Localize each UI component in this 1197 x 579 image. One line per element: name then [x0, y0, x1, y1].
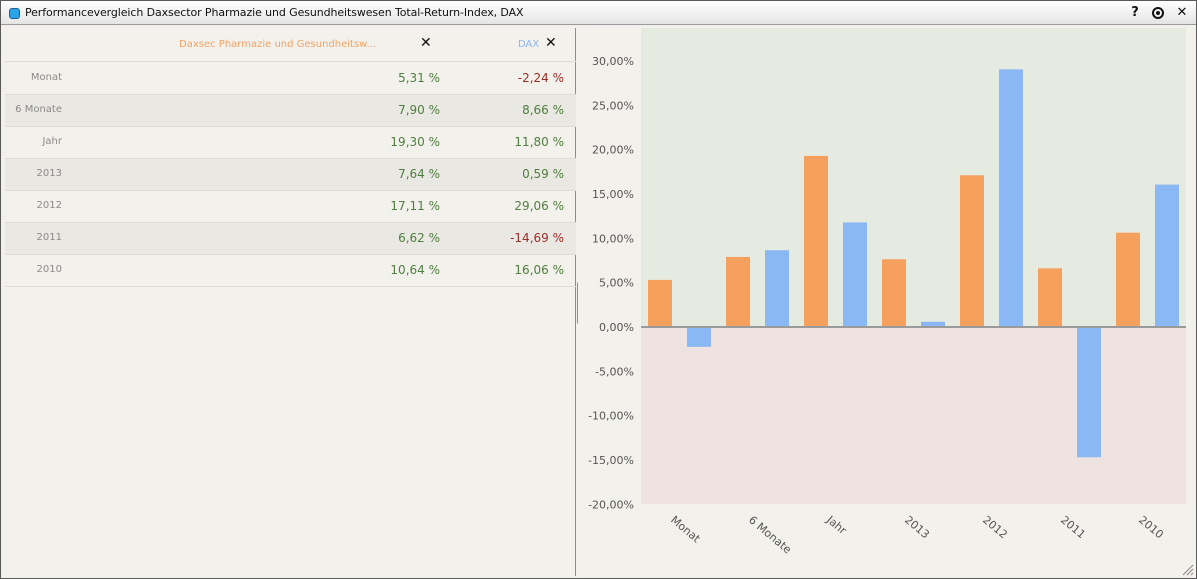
y-tick-label: -20,00% [588, 498, 634, 511]
x-category-label: 2010 [1136, 513, 1166, 541]
negative-area [641, 327, 1186, 504]
y-tick-label: 20,00% [592, 144, 634, 157]
bar-series2 [843, 222, 867, 327]
window-icon [9, 8, 20, 19]
series1-value: 19,30 % [390, 135, 440, 149]
table-row: Monat 5,31 % -2,24 % [5, 63, 576, 95]
y-tick-label: 25,00% [592, 99, 634, 112]
help-button[interactable]: ? [1131, 5, 1139, 20]
remove-series2-button[interactable]: ✕ [545, 35, 557, 51]
bar-series1 [1116, 232, 1140, 327]
table-row: 6 Monate 7,90 % 8,66 % [5, 95, 576, 127]
series1-value: 17,11 % [390, 199, 440, 213]
title-bar[interactable]: Performancevergleich Daxsector Pharmazie… [1, 1, 1196, 25]
window-title: Performancevergleich Daxsector Pharmazie… [25, 6, 524, 19]
bar-series2 [765, 250, 789, 327]
series1-value: 10,64 % [390, 263, 440, 277]
bar-series1 [1038, 268, 1062, 327]
row-label: Monat [30, 72, 62, 83]
row-label: 2012 [36, 200, 62, 211]
bar-series2 [1155, 184, 1179, 327]
series2-value: 0,59 % [522, 167, 564, 181]
x-category-label: Jahr [823, 513, 849, 538]
y-tick-label: 15,00% [592, 188, 634, 201]
chart-svg: 30,00% 25,00% 20,00% 15,00% 10,00% 5,00% 0,00%… [588, 28, 1186, 557]
row-label: Jahr [42, 136, 62, 147]
row-label: 2011 [36, 232, 62, 243]
performance-chart: 30,00% 25,00% 20,00% 15,00% 10,00% 5,00% 0,00%… [578, 26, 1196, 578]
series1-value: 7,64 % [398, 167, 440, 181]
bar-series1 [882, 259, 906, 327]
series2-value: 29,06 % [514, 199, 564, 213]
bar-series1 [804, 155, 828, 327]
comparison-table: Daxsec Pharmazie und Gesundheitsw... ✕ D… [5, 28, 576, 576]
y-tick-label: 10,00% [592, 232, 634, 245]
x-category-label: 2012 [980, 513, 1010, 541]
bar-series2 [1077, 327, 1101, 458]
bar-series2 [921, 321, 945, 327]
bar-series2 [999, 69, 1023, 328]
y-tick-label: 5,00% [599, 277, 634, 290]
view-icon[interactable] [1150, 4, 1166, 22]
series2-value: 11,80 % [514, 135, 564, 149]
series2-value: -2,24 % [517, 71, 564, 85]
remove-series1-button[interactable]: ✕ [420, 35, 432, 51]
y-tick-label: 0,00% [599, 321, 634, 334]
x-category-label: Monat [668, 513, 703, 545]
table-header: Daxsec Pharmazie und Gesundheitsw... ✕ D… [5, 28, 576, 62]
bar-series1 [960, 175, 984, 327]
bar-series1 [648, 279, 672, 327]
resize-grip-icon[interactable] [1182, 564, 1194, 576]
series2-value: 16,06 % [514, 263, 564, 277]
y-tick-label: 30,00% [592, 55, 634, 68]
series1-value: 5,31 % [398, 71, 440, 85]
table-row: 2010 10,64 % 16,06 % [5, 255, 576, 287]
series2-value: -14,69 % [510, 231, 564, 245]
table-row: 2013 7,64 % 0,59 % [5, 159, 576, 191]
x-category-label: 2011 [1058, 513, 1088, 541]
series1-value: 6,62 % [398, 231, 440, 245]
series1-header: Daxsec Pharmazie und Gesundheitsw... [179, 39, 376, 50]
series2-value: 8,66 % [522, 103, 564, 117]
y-tick-label: -5,00% [595, 365, 634, 378]
table-row: Jahr 19,30 % 11,80 % [5, 127, 576, 159]
y-tick-label: -15,00% [588, 454, 634, 467]
close-button[interactable]: ✕ [1176, 5, 1188, 20]
table-row: 2011 6,62 % -14,69 % [5, 223, 576, 255]
positive-area [641, 28, 1186, 327]
table-row: 2012 17,11 % 29,06 % [5, 191, 576, 223]
bar-series2 [687, 327, 711, 347]
x-category-label: 6 Monate [746, 513, 794, 556]
row-label: 6 Monate [15, 104, 62, 115]
row-label: 2013 [36, 168, 62, 179]
series2-header: DAX [518, 39, 540, 50]
series1-value: 7,90 % [398, 103, 440, 117]
y-tick-label: -10,00% [588, 410, 634, 423]
x-category-label: 2013 [902, 513, 932, 541]
row-label: 2010 [36, 264, 62, 275]
bar-series1 [726, 256, 750, 327]
